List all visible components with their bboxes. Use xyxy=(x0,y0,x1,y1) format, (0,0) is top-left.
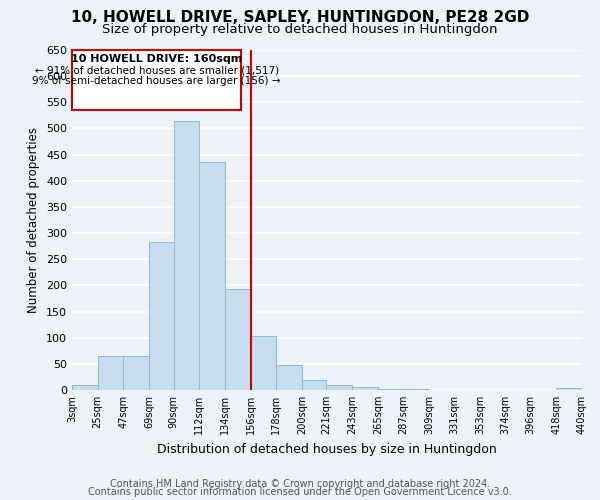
Bar xyxy=(378,389,403,390)
Bar xyxy=(302,380,326,390)
Text: ← 91% of detached houses are smaller (1,517): ← 91% of detached houses are smaller (1,… xyxy=(35,65,278,75)
Text: 10, HOWELL DRIVE, SAPLEY, HUNTINGDON, PE28 2GD: 10, HOWELL DRIVE, SAPLEY, HUNTINGDON, PE… xyxy=(71,10,529,25)
Bar xyxy=(225,289,251,390)
Bar xyxy=(326,385,352,390)
Bar xyxy=(173,120,199,390)
Text: Contains public sector information licensed under the Open Government Licence v3: Contains public sector information licen… xyxy=(88,487,512,497)
Text: Size of property relative to detached houses in Huntingdon: Size of property relative to detached ho… xyxy=(102,22,498,36)
Bar xyxy=(98,356,124,390)
Bar xyxy=(556,388,582,390)
FancyBboxPatch shape xyxy=(72,50,241,110)
Text: 9% of semi-detached houses are larger (156) →: 9% of semi-detached houses are larger (1… xyxy=(32,76,281,86)
X-axis label: Distribution of detached houses by size in Huntingdon: Distribution of detached houses by size … xyxy=(157,442,497,456)
Y-axis label: Number of detached properties: Number of detached properties xyxy=(28,127,40,313)
Bar xyxy=(199,162,225,390)
Text: Contains HM Land Registry data © Crown copyright and database right 2024.: Contains HM Land Registry data © Crown c… xyxy=(110,479,490,489)
Bar xyxy=(276,366,302,390)
Bar xyxy=(124,356,149,390)
Bar xyxy=(352,388,378,390)
Bar xyxy=(149,242,173,390)
Bar xyxy=(251,336,276,390)
Bar xyxy=(72,385,98,390)
Text: 10 HOWELL DRIVE: 160sqm: 10 HOWELL DRIVE: 160sqm xyxy=(71,54,242,64)
